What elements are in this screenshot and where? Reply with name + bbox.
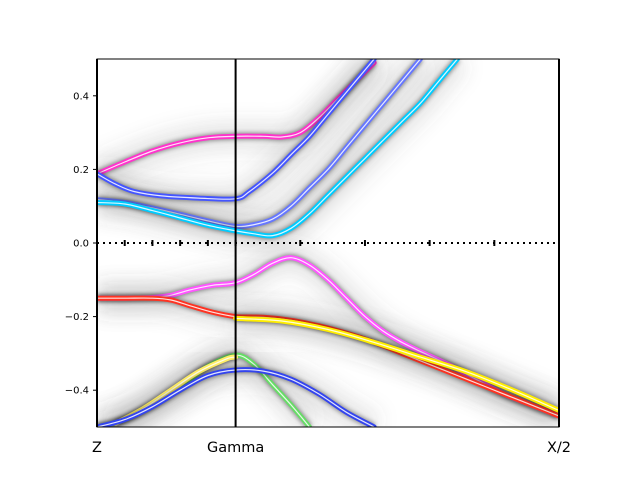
k-point-label-1: Gamma [207, 440, 264, 456]
y-tick-label-2: 0.0 [73, 239, 89, 250]
y-tick-label-1: −0.2 [65, 312, 89, 323]
k-point-label-2: X/2 [547, 440, 571, 456]
y-tick-label-0: −0.4 [65, 386, 89, 397]
band-1-highlight [97, 59, 375, 200]
band-6-highlight [235, 317, 559, 411]
y-tick-label-4: 0.4 [73, 91, 89, 102]
y-axis: −0.4 −0.2 0.0 0.2 0.4 [65, 91, 97, 397]
band-lines [97, 59, 559, 427]
x-axis: Z Gamma X/2 [92, 440, 571, 456]
y-tick-label-3: 0.2 [73, 165, 89, 176]
k-point-label-0: Z [92, 440, 102, 456]
band-3-highlight [97, 59, 458, 237]
